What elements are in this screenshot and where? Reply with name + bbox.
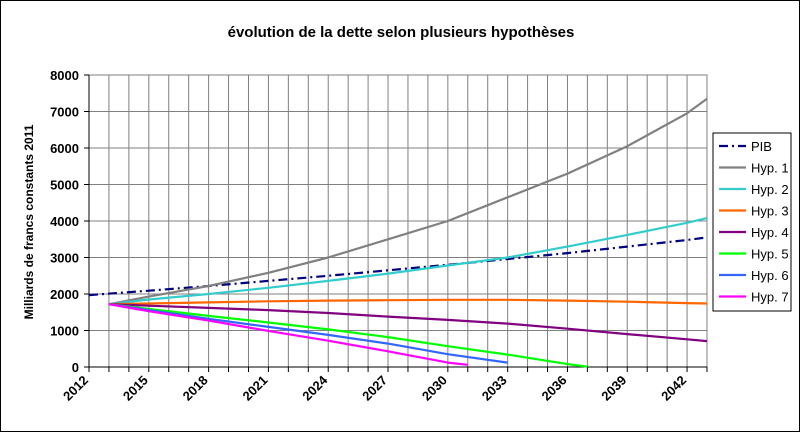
legend-label: Hyp. 5 bbox=[751, 247, 789, 262]
x-tick-label: 2018 bbox=[180, 373, 211, 404]
series-line-hyp-7 bbox=[108, 303, 468, 366]
y-tick-label: 5000 bbox=[50, 178, 79, 193]
y-tick-label: 8000 bbox=[50, 68, 79, 83]
y-tick-label: 2000 bbox=[50, 287, 79, 302]
chart-title: évolution de la dette selon plusieurs hy… bbox=[228, 24, 575, 41]
grid bbox=[88, 74, 708, 368]
series-line-hyp-5 bbox=[108, 303, 588, 368]
legend-label: Hyp. 1 bbox=[751, 161, 789, 176]
x-tick-label: 2039 bbox=[598, 373, 629, 404]
legend-label: Hyp. 3 bbox=[751, 204, 789, 219]
series-lines bbox=[88, 97, 708, 368]
x-tick-label: 2030 bbox=[419, 373, 450, 404]
x-tick-label: 2021 bbox=[239, 373, 270, 404]
legend-label: Hyp. 2 bbox=[751, 182, 789, 197]
x-tick-label: 2036 bbox=[539, 373, 570, 404]
series-line-hyp-4 bbox=[108, 303, 708, 343]
legend-box bbox=[712, 132, 792, 312]
legend-label: Hyp. 7 bbox=[751, 290, 789, 305]
y-tick-label: 7000 bbox=[50, 105, 79, 120]
legend: PIB Hyp. 1 Hyp. 2 Hyp. 3 Hyp. 4 Hyp. 5 Hyp. 6 H… bbox=[712, 132, 792, 312]
y-tick-label: 1000 bbox=[50, 324, 79, 339]
y-tick-label: 4000 bbox=[50, 214, 79, 229]
legend-label: Hyp. 4 bbox=[751, 225, 789, 240]
x-tick-label: 2012 bbox=[60, 373, 91, 404]
series-line-hyp-2 bbox=[108, 217, 708, 306]
legend-label: Hyp. 6 bbox=[751, 268, 789, 283]
x-tick-label: 2027 bbox=[359, 373, 390, 404]
y-tick-label: 3000 bbox=[50, 251, 79, 266]
series-line-hyp-6 bbox=[108, 303, 508, 364]
series-line-hyp-3 bbox=[108, 298, 708, 306]
x-tick-label: 2024 bbox=[299, 372, 331, 404]
x-tick-label: 2033 bbox=[479, 373, 510, 404]
y-tick-label: 0 bbox=[72, 360, 79, 375]
x-tick-label: 2042 bbox=[658, 373, 689, 404]
legend-label: PIB bbox=[751, 139, 772, 154]
x-tick-label: 2015 bbox=[120, 373, 151, 404]
y-tick-label: 6000 bbox=[50, 141, 79, 156]
series-line-hyp-1 bbox=[108, 97, 708, 306]
y-axis-label: Milliards de francs constants 2011 bbox=[22, 124, 36, 319]
